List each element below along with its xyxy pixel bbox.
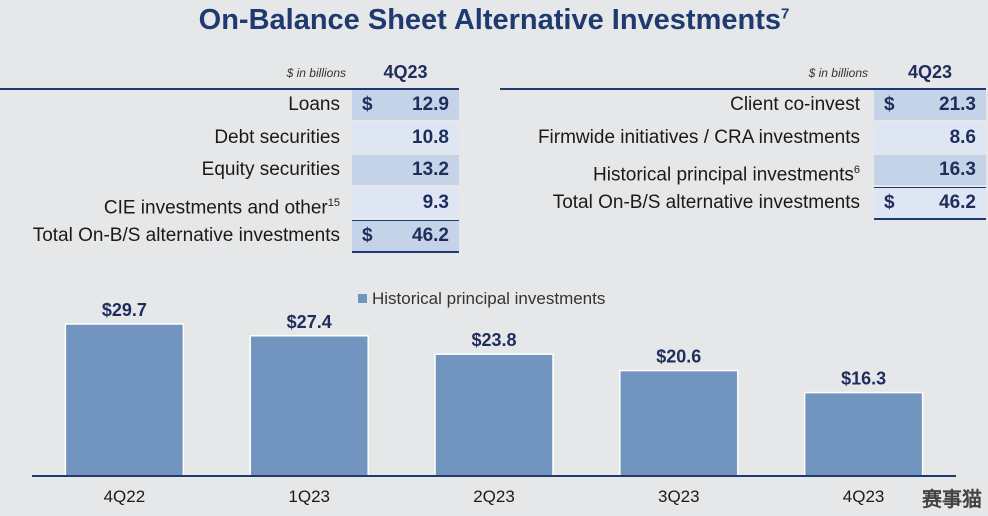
row-label: Client co-invest [480,90,860,120]
x-tick-label: 3Q23 [658,487,700,506]
total-underline [352,250,459,253]
row-value: 9.3 [422,192,449,214]
value-cell: $21.3 [874,90,986,120]
row-label: Total On-B/S alternative investments [480,188,860,218]
x-tick-label: 2Q23 [473,487,515,506]
x-tick-label: 4Q22 [104,487,146,506]
row-label-text: CIE investments and other [103,197,328,219]
row-label: CIE investments and other15 [0,188,340,218]
row-label: Loans [0,90,340,120]
data-label: $27.4 [287,312,332,332]
data-label: $20.6 [656,347,701,367]
row-label: Equity securities [0,155,340,185]
footnote-ref: 15 [327,197,340,210]
value-cell: 8.6 [874,122,986,153]
row-label-text: Firmwide initiatives / CRA investments [537,126,860,148]
bar [434,353,554,477]
dollar-sign: $ [362,224,373,246]
data-label: $29.7 [102,300,147,320]
row-value: 10.8 [412,126,449,148]
row-label: Debt securities [0,123,340,153]
value-cell: 10.8 [352,122,459,153]
value-cell: 16.3 [874,155,986,186]
value-cell: $46.2 [874,188,986,219]
legend-label: Historical principal investments [372,289,606,308]
row-label-text: Historical principal investments [593,164,854,186]
bar [64,323,185,477]
bar [619,369,739,477]
dollar-sign: $ [362,94,373,115]
unit-label: $ in billions [286,66,346,80]
footnote-ref: 6 [853,164,860,177]
row-value: 21.3 [939,94,976,115]
unit-label: $ in billions [808,66,868,80]
row-value: 13.2 [412,159,449,181]
row-label-text: Total On-B/S alternative investments [552,192,860,214]
data-label: $23.8 [471,330,516,350]
header-rule [500,88,986,90]
total-rule [352,219,459,221]
watermark: 赛事猫 [922,489,982,511]
x-tick-label: 1Q23 [288,487,330,506]
row-label: Total On-B/S alternative investments [0,221,340,251]
row-value: 46.2 [939,192,976,214]
row-value: 8.6 [949,126,976,148]
value-cell: $46.2 [352,220,459,251]
bar-chart: $29.7 4Q22 $27.4 1Q23 $23.8 2Q23 $20.6 3Q23 $16.… [32,300,956,506]
period-header: 4Q23 [907,62,953,82]
row-value: 12.9 [412,94,449,115]
row-label: Firmwide initiatives / CRA investments [480,123,860,153]
chart-legend: Historical principal investments [358,289,605,309]
page-title: On-Balance Sheet Alternative Investments… [198,4,790,36]
row-label-text: Equity securities [201,159,340,181]
value-cell: 13.2 [352,155,459,186]
header-rule [0,88,459,90]
dollar-sign: $ [884,94,895,115]
total-underline [874,218,986,221]
row-label-text: Client co-invest [730,94,860,115]
dollar-sign: $ [884,192,895,214]
row-label-text: Debt securities [214,126,340,148]
row-label-text: Loans [288,94,340,115]
row-label: Historical principal investments6 [480,155,860,185]
bar [249,335,369,477]
row-value: 46.2 [412,224,449,246]
row-label-text: Total On-B/S alternative investments [32,224,340,246]
value-cell: 9.3 [352,188,459,219]
total-rule [874,187,986,189]
value-cell: $12.9 [352,90,459,120]
x-tick-label: 4Q23 [843,487,885,506]
data-label: $16.3 [841,369,886,389]
bar [803,391,924,477]
period-header: 4Q23 [383,62,428,82]
row-value: 16.3 [939,159,976,181]
legend-swatch [358,294,367,303]
